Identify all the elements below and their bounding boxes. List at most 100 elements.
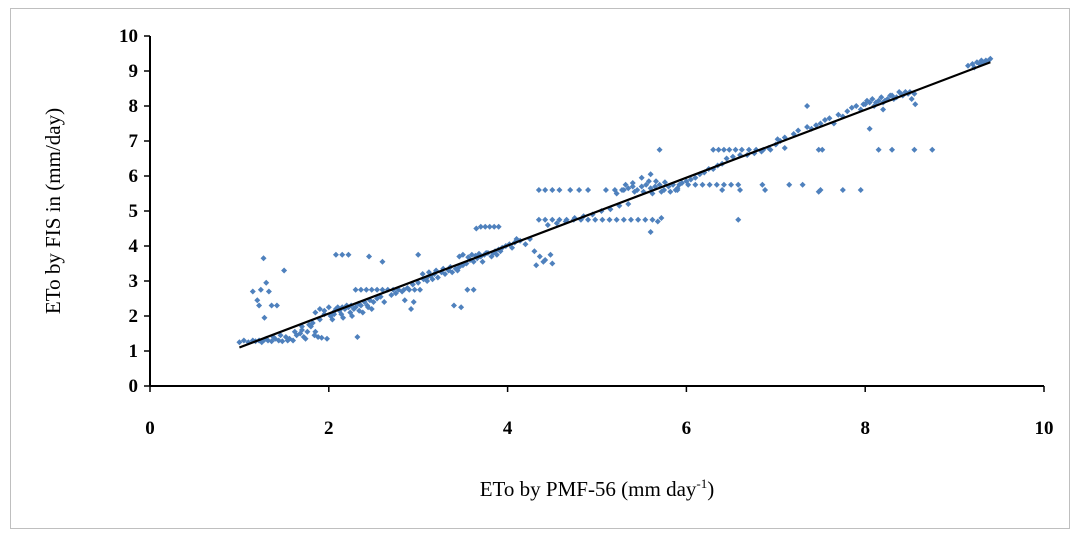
data-point [804,124,811,130]
data-point [710,146,717,153]
data-point [401,297,408,304]
data-point [853,103,860,109]
x-axis-title-main: ETo by PMF-56 (mm day [480,477,697,501]
data-point [821,117,828,123]
data-point [661,179,668,186]
data-point [290,337,297,344]
y-tick-label: 5 [129,201,139,222]
data-point [486,223,493,230]
y-tick-label: 7 [129,131,139,152]
data-point [599,216,606,223]
data-point [281,267,288,274]
plot-area: 0 1 2 3 4 5 6 7 8 9 10 0 2 4 6 8 10 [119,26,1054,439]
data-point [912,101,919,108]
data-point [549,216,556,223]
data-point [549,187,556,193]
data-point [332,251,339,258]
data-point [804,103,811,109]
data-point [602,187,609,193]
data-point [533,262,540,269]
data-point [456,253,463,260]
data-point [620,216,627,223]
data-point [799,181,806,188]
data-point [354,334,361,340]
data-point [875,146,882,153]
data-point [631,188,638,195]
data-point [339,251,346,258]
data-point [835,111,842,118]
data-point [429,276,436,283]
data-point [819,146,826,153]
data-point [434,274,441,281]
data-point [553,220,560,227]
y-tick-label: 1 [129,341,139,362]
data-point [643,181,650,188]
data-point [374,286,381,293]
data-point [304,328,311,335]
x-tick-label: 6 [682,418,692,439]
data-point [815,146,822,153]
data-point [625,201,632,207]
data-point [585,187,592,193]
data-point [889,146,896,153]
x-axis-title-sup: -1 [696,476,707,491]
data-point [549,260,556,267]
data-point [408,306,415,312]
data-point [370,299,377,305]
x-axis-title: ETo by PMF-56 (mm day-1) [480,476,715,501]
data-point [273,302,280,309]
data-point [357,302,364,309]
data-point [625,185,632,192]
data-point [654,218,661,225]
data-point [454,267,461,274]
data-point [627,216,634,223]
data-point [656,146,663,153]
data-point [795,127,802,134]
data-point [465,254,472,261]
y-tick-label: 10 [119,26,138,47]
data-point [645,178,652,185]
data-point [477,223,484,230]
data-point [642,216,649,223]
data-point [728,181,735,188]
data-point [473,225,480,232]
data-point [729,153,736,160]
data-point [318,334,325,341]
data-point [458,304,465,311]
data-point [613,216,620,223]
data-point [658,188,665,195]
data-point [817,120,824,127]
data-point [522,241,529,248]
data-point [715,146,722,153]
data-point [416,286,423,293]
data-point [667,188,674,195]
data-point [732,146,739,153]
data-point [535,187,542,193]
data-point [687,176,694,183]
data-point [450,302,457,309]
data-point [298,327,305,333]
data-point [839,187,846,193]
data-point [929,146,936,153]
data-point [866,125,873,132]
y-tick-label: 3 [129,271,139,292]
data-point [692,181,699,188]
y-tick-label: 8 [129,96,139,117]
x-axis-title-end: ) [707,477,714,501]
data-point [419,271,426,277]
data-point [261,314,268,321]
data-point [493,251,500,258]
data-point [312,309,319,316]
data-point [349,313,356,319]
trendline [239,61,991,349]
data-point [479,258,486,265]
data-point [638,183,645,190]
data-point [475,250,482,257]
data-point [848,104,855,111]
data-point [965,62,972,69]
data-point [592,216,599,223]
y-axis-title: ETo by FIS in (mm/day) [41,108,65,314]
data-point [774,136,781,143]
data-point [622,181,629,188]
